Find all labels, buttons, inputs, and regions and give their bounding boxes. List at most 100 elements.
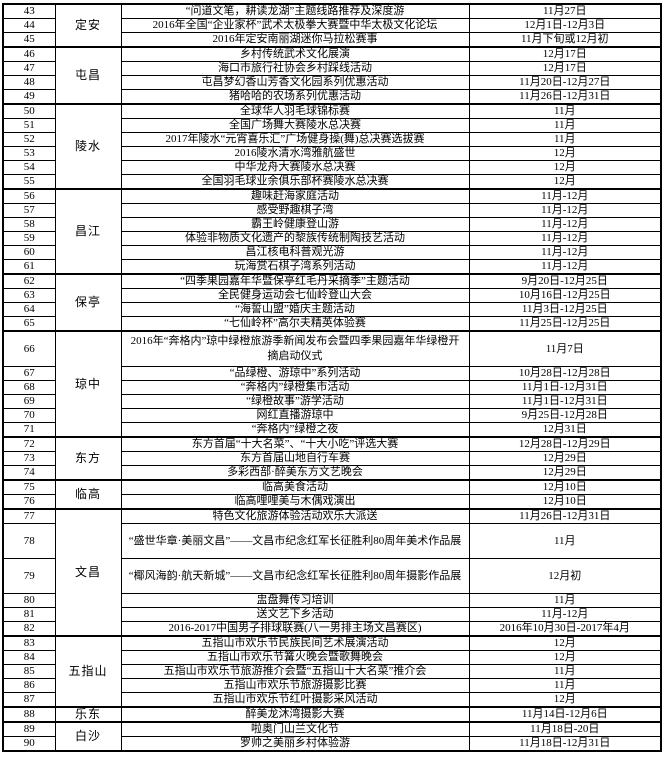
region-cell: 陵水 <box>54 103 122 190</box>
date-cell: 11月-12月 <box>468 245 662 260</box>
table-row: 83 五指山 五指山市欢乐节民族民间艺术展演活动 12月 <box>2 635 662 708</box>
table-row: 43 定安 “问道文笔，耕读龙湖”主题线路推荐及深度游 11月27日 <box>2 3 662 48</box>
activity-name-cell: “品绿橙、游琼中”系列活动 <box>120 366 470 381</box>
row-number-cell: 79 <box>2 558 56 594</box>
table-row: 48 屯昌梦幻香山芳香文化园系列优惠活动 11月20日-12月27日 <box>2 75 662 90</box>
date-cell: 11月-12月 <box>468 259 662 275</box>
date-cell: 11月 <box>468 132 662 147</box>
row-number-cell: 65 <box>2 316 56 332</box>
activity-name-cell: 全民健身运动会七仙岭登山大会 <box>120 288 470 303</box>
activity-name-cell: 醉美龙沐湾摄影大赛 <box>120 706 470 723</box>
row-number-cell: 81 <box>2 607 56 622</box>
row-number-cell: 54 <box>2 160 56 175</box>
row-number-cell: 43 <box>2 3 56 19</box>
date-cell: 12月29日 <box>468 465 662 481</box>
date-cell: 11月 <box>468 118 662 133</box>
activity-name-cell: 五指山市欢乐节篝火晚会暨歌舞晚会 <box>120 650 470 665</box>
date-cell: 12月初 <box>468 558 662 594</box>
activity-name-cell: 五指山市欢乐节旅游摄影比赛 <box>120 678 470 693</box>
table-row: 59 体验非物质文化遗产的黎族传统制陶技艺活动 11月-12月 <box>2 231 662 246</box>
table-row: 44 2016年全国“企业家杯”武术太极拳大赛暨中华太极文化论坛 12月1日-12月… <box>2 18 662 33</box>
date-cell: 11月14日-12月6日 <box>468 706 662 723</box>
activity-name-cell: 罗帅之美丽乡村体验游 <box>120 736 470 752</box>
row-number-cell: 62 <box>2 273 56 289</box>
table-row: 82 2016-2017中国男子排球联赛(八一男排主场文昌赛区) 2016年10月3… <box>2 621 662 637</box>
date-cell: 12月10日 <box>468 479 662 495</box>
table-row: 78 “盛世华章·美丽文昌”——文昌市纪念红军长征胜利80周年美术作品展 11月 <box>2 523 662 559</box>
table-row: 46 屯昌 乡村传统武术文化展演 12月17日 <box>2 46 662 105</box>
row-number-cell: 86 <box>2 678 56 693</box>
activity-name-cell: 东方首届“十大名菜”、“十大小吃”评选大赛 <box>120 436 470 452</box>
activity-name-cell: 海口市旅行社协会乡村踩线活动 <box>120 61 470 76</box>
row-number-cell: 49 <box>2 89 56 105</box>
activity-name-cell: “椰风海韵·航天新城”——文昌市纪念红军长征胜利80周年摄影作品展 <box>120 558 470 594</box>
table-row: 56 昌江 趣味赶海家庭活动 11月-12月 <box>2 188 662 275</box>
row-number-cell: 73 <box>2 451 56 466</box>
table-row: 47 海口市旅行社协会乡村踩线活动 12月17日 <box>2 61 662 76</box>
region-cell: 临高 <box>54 479 122 510</box>
date-cell: 12月10日 <box>468 494 662 510</box>
activity-name-cell: 2016年定安南丽湖迷你马拉松赛事 <box>120 32 470 48</box>
activity-name-cell: 中华龙舟大赛陵水总决赛 <box>120 160 470 175</box>
date-cell: 12月 <box>468 692 662 708</box>
row-number-cell: 71 <box>2 422 56 438</box>
date-cell: 9月20日-12月25日 <box>468 273 662 289</box>
activity-name-cell: 多彩西部·醉美东方文艺晚会 <box>120 465 470 481</box>
activity-name-cell: “海誓山盟”婚庆主题活动 <box>120 302 470 317</box>
row-number-cell: 82 <box>2 621 56 637</box>
date-cell: 12月 <box>468 635 662 651</box>
date-cell: 12月29日 <box>468 451 662 466</box>
activity-name-cell: 玩海赏石棋子湾系列活动 <box>120 259 470 275</box>
row-number-cell: 70 <box>2 408 56 423</box>
table-row: 87 五指山市欢乐节红叶摄影采风活动 12月 <box>2 692 662 708</box>
activity-name-cell: 送文艺下乡活动 <box>120 607 470 622</box>
activity-name-cell: 特色文化旅游体验活动欢乐大派送 <box>120 508 470 524</box>
region-cell: 屯昌 <box>54 46 122 105</box>
row-number-cell: 78 <box>2 523 56 559</box>
activity-name-cell: 趣味赶海家庭活动 <box>120 188 470 204</box>
date-cell: 11月 <box>468 523 662 559</box>
date-cell: 11月 <box>468 664 662 679</box>
activity-name-cell: 五指山市欢乐节旅游推介会暨“五指山十大名菜”推介会 <box>120 664 470 679</box>
row-number-cell: 77 <box>2 508 56 524</box>
date-cell: 11月 <box>468 103 662 119</box>
table-row: 50 陵水 全球华人羽毛球锦标赛 11月 <box>2 103 662 190</box>
activity-name-cell: 2016-2017中国男子排球联赛(八一男排主场文昌赛区) <box>120 621 470 637</box>
table-row: 54 中华龙舟大赛陵水总决赛 12月 <box>2 160 662 175</box>
table-row: 77 文昌 特色文化旅游体验活动欢乐大派送 11月26日-12月31日 <box>2 508 662 637</box>
activity-name-cell: 东方首届山地自行车赛 <box>120 451 470 466</box>
activity-name-cell: “问道文笔，耕读龙湖”主题线路推荐及深度游 <box>120 3 470 19</box>
activity-name-cell: 2016年“奔格内”琼中绿橙旅游季新闻发布会暨四季果园嘉年华绿橙开摘启动仪式 <box>120 330 470 367</box>
row-number-cell: 67 <box>2 366 56 381</box>
date-cell: 9月25日-12月28日 <box>468 408 662 423</box>
activity-name-cell: 五指山市欢乐节民族民间艺术展演活动 <box>120 635 470 651</box>
activity-name-cell: 盅盘舞传习培训 <box>120 593 470 608</box>
region-cell: 琼中 <box>54 330 122 438</box>
row-number-cell: 75 <box>2 479 56 495</box>
events-table: 43 定安 “问道文笔，耕读龙湖”主题线路推荐及深度游 11月27日 44 2016年全国… <box>2 3 662 752</box>
table-row: 49 猪哈哈的农场系列优惠活动 11月26日-12月31日 <box>2 89 662 105</box>
table-row: 74 多彩西部·醉美东方文艺晚会 12月29日 <box>2 465 662 481</box>
date-cell: 12月1日-12月3日 <box>468 18 662 33</box>
region-cell: 五指山 <box>54 635 122 708</box>
row-number-cell: 85 <box>2 664 56 679</box>
table-row: 89 白沙 啦奥门山兰文化节 11月18日-20日 <box>2 721 662 752</box>
activity-name-cell: 2016陵水清水湾雅航盛世 <box>120 146 470 161</box>
activity-name-cell: “绿橙故事”游学活动 <box>120 394 470 409</box>
activity-name-cell: 昌江核电科普观光游 <box>120 245 470 260</box>
row-number-cell: 88 <box>2 706 56 723</box>
row-number-cell: 55 <box>2 174 56 190</box>
row-number-cell: 64 <box>2 302 56 317</box>
table-row: 51 全国广场舞大赛陵水总决赛 11月 <box>2 118 662 133</box>
activity-name-cell: 感受野趣棋子湾 <box>120 203 470 218</box>
table-row: 70 网红直播游琼中 9月25日-12月28日 <box>2 408 662 423</box>
row-number-cell: 83 <box>2 635 56 651</box>
date-cell: 11月-12月 <box>468 203 662 218</box>
date-cell: 11月1日-12月31日 <box>468 394 662 409</box>
date-cell: 11月-12月 <box>468 231 662 246</box>
row-number-cell: 58 <box>2 217 56 232</box>
row-number-cell: 84 <box>2 650 56 665</box>
date-cell: 11月26日-12月31日 <box>468 89 662 105</box>
region-cell: 保亭 <box>54 273 122 332</box>
row-number-cell: 59 <box>2 231 56 246</box>
